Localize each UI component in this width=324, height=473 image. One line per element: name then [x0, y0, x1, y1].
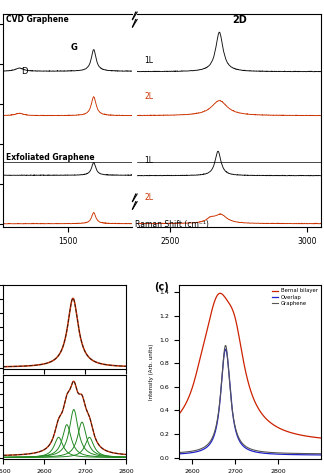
Bernal bilayer [294, 431, 297, 437]
Text: 1L: 1L [145, 156, 154, 166]
Bernal bilayer [177, 411, 181, 417]
Line: Graphene: Graphene [179, 345, 321, 454]
Graphene [319, 451, 323, 456]
Text: G: G [70, 44, 77, 53]
Text: 2L: 2L [145, 193, 154, 201]
Graphene [316, 451, 319, 456]
Legend: Bernal bilayer, Overlap, Graphene: Bernal bilayer, Overlap, Graphene [272, 288, 318, 307]
Text: (c): (c) [154, 282, 168, 292]
Line: Overlap: Overlap [179, 349, 321, 455]
Graphene [262, 449, 266, 455]
Graphene [177, 450, 181, 455]
Graphene [294, 451, 297, 456]
Graphene [224, 342, 227, 348]
Bernal bilayer [246, 377, 249, 383]
Bernal bilayer [245, 374, 249, 379]
Overlap [245, 446, 249, 452]
Text: Raman Shift (cm⁻¹): Raman Shift (cm⁻¹) [135, 220, 209, 229]
Text: 2D: 2D [233, 15, 248, 25]
Overlap [294, 452, 297, 457]
Line: Bernal bilayer: Bernal bilayer [179, 293, 321, 438]
Bernal bilayer [262, 413, 266, 419]
Text: CVD Graphene: CVD Graphene [6, 15, 69, 24]
Text: 2L: 2L [145, 92, 154, 101]
Overlap [262, 450, 266, 456]
Text: Exfoliated Graphene: Exfoliated Graphene [6, 153, 95, 162]
Overlap [224, 346, 227, 352]
Graphene [254, 448, 258, 454]
Overlap [177, 451, 181, 457]
Bernal bilayer [319, 435, 323, 441]
Text: D: D [21, 67, 28, 76]
Overlap [246, 447, 249, 452]
Graphene [245, 444, 249, 450]
Text: 1L: 1L [145, 56, 154, 65]
Overlap [316, 452, 319, 458]
Overlap [254, 449, 258, 455]
Bernal bilayer [218, 290, 222, 296]
Bernal bilayer [254, 402, 258, 407]
Overlap [319, 452, 323, 458]
Graphene [246, 445, 249, 450]
Bernal bilayer [316, 435, 319, 440]
Y-axis label: Intensity (Arb. units): Intensity (Arb. units) [149, 344, 154, 400]
